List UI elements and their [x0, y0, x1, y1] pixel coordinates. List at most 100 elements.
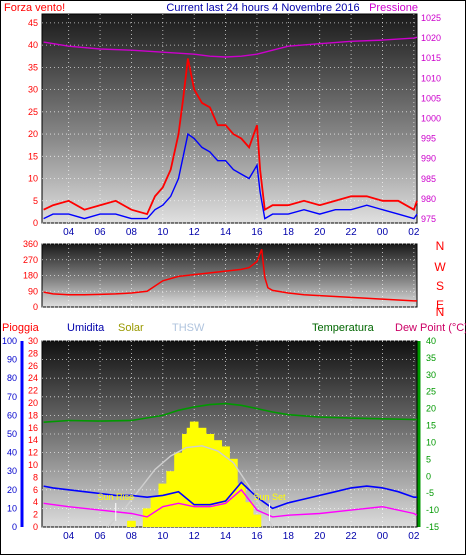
humidity-y-ticks: 0 10 20 30 40 50 60 70 80 90 100	[2, 336, 17, 532]
rain-y-tick: 24	[28, 373, 38, 383]
rain-y-tick: 0	[33, 522, 38, 532]
x-tick-label: 16	[251, 531, 263, 542]
pressure-y-tick: 1025	[421, 13, 441, 23]
x-tick-label: 12	[189, 227, 201, 238]
thsw-line	[107, 445, 274, 528]
humidity-y-tick: 40	[7, 448, 17, 458]
rain-y-tick: 14	[28, 435, 38, 445]
temperature-y-tick: 15	[426, 421, 436, 431]
direction-y-ticks: 0 90 180 270 360	[23, 239, 38, 312]
wind-direction-grid	[42, 243, 417, 308]
rain-y-tick: 30	[28, 336, 38, 346]
rain-y-tick: 6	[33, 485, 38, 495]
direction-y-tick: 0	[33, 302, 38, 312]
wind-y-tick: 5	[33, 196, 38, 206]
solar-bar	[158, 483, 168, 527]
wind-direction-line	[43, 249, 417, 302]
x-tick-label: 00	[377, 227, 389, 238]
wind-y-tick: 45	[28, 18, 38, 28]
x-tick-label: 20	[314, 227, 326, 238]
x-tick-label: 00	[377, 531, 389, 542]
humidity-y-tick: 20	[7, 485, 17, 495]
compass-label: S	[436, 279, 444, 293]
x-tick-label: 18	[283, 531, 295, 542]
rain-y-tick: 22	[28, 386, 38, 396]
x-tick-label: 08	[126, 531, 138, 542]
header-solar: Solar	[118, 322, 144, 334]
wind-pressure-series	[43, 36, 418, 220]
direction-y-tick: 270	[23, 255, 38, 265]
temperature-y-tick: 10	[426, 437, 436, 447]
solar-bar	[244, 502, 254, 527]
panel3-headers: Pioggia Umidita Solar THSW Temperatura D…	[2, 322, 466, 334]
compass-label: E	[436, 298, 444, 312]
rain-y-tick: 2	[33, 510, 38, 520]
x-tick-label: 10	[157, 227, 169, 238]
x-tick-label: 04	[63, 531, 75, 542]
solar-bar	[197, 427, 207, 527]
rain-y-tick: 18	[28, 410, 38, 420]
solar-bar	[127, 520, 136, 527]
humidity-y-tick: 70	[7, 392, 17, 402]
pressure-y-tick: 1000	[421, 114, 441, 124]
wind-axis-label: Forza vento!	[4, 2, 65, 14]
x-tick-label: 10	[157, 531, 169, 542]
compass-label: N	[436, 305, 445, 319]
humidity-y-tick: 0	[12, 522, 17, 532]
sun-annotation: Sun Set	[253, 492, 286, 502]
pressure-y-tick: 1010	[421, 73, 441, 83]
solar-bar	[182, 434, 191, 527]
wind-y-tick: 0	[33, 218, 38, 228]
solar-bar	[174, 452, 183, 527]
x-tick-label: 20	[314, 531, 326, 542]
rain-y-tick: 4	[33, 497, 38, 507]
x-tick-label: 02	[408, 227, 420, 238]
humidity-y-tick: 30	[7, 466, 17, 476]
humidity-y-tick: 10	[7, 503, 17, 513]
rain-y-tick: 10	[28, 460, 38, 470]
x-tick-label: 06	[94, 531, 106, 542]
x-tick-label: 18	[283, 227, 295, 238]
humidity-y-tick: 80	[7, 373, 17, 383]
humidity-y-tick: 50	[7, 429, 17, 439]
rain-y-tick: 12	[28, 448, 38, 458]
temperature-line	[43, 402, 417, 423]
rain-y-tick: 20	[28, 398, 38, 408]
header-dew-point: Dew Point (°C)	[395, 322, 466, 334]
pressure-y-tick: 980	[421, 194, 436, 204]
pressure-y-tick: 990	[421, 154, 436, 164]
header-thsw: THSW	[172, 322, 205, 334]
pressure-y-tick: 1015	[421, 53, 441, 63]
humidity-line	[43, 481, 417, 510]
x-tick-label: 14	[220, 531, 232, 542]
solar-bar	[252, 514, 262, 527]
wind-speed-line	[43, 132, 418, 220]
humidity-y-tick: 90	[7, 355, 17, 365]
humidity-y-tick: 100	[2, 336, 17, 346]
compass-label: W	[434, 260, 446, 274]
temperature-y-tick: 40	[426, 336, 436, 346]
sun-annotations: Sun Rise Sun Set	[97, 492, 286, 521]
chart-title: Current last 24 hours 4 Novembre 2016	[166, 2, 359, 14]
solar-bar	[236, 483, 246, 527]
temperature-y-tick: 35	[426, 353, 436, 363]
wind-x-ticks: 04 06 08 10 12 14 16 18 20 22 00 02	[63, 227, 420, 238]
x-tick-label: 08	[126, 227, 138, 238]
x-tick-label: 14	[220, 227, 232, 238]
x-tick-label: 04	[63, 227, 75, 238]
solar-bar	[166, 471, 175, 527]
wind-y-tick: 40	[28, 40, 38, 50]
temperature-y-ticks: -15 -10 -5 0 5 10 15 20 25 30 35 40	[426, 336, 439, 532]
header-temperatura: Temperatura	[312, 322, 375, 334]
wind-y-tick: 20	[28, 129, 38, 139]
x-tick-label: 06	[94, 227, 106, 238]
pressure-axis-label: Pressione	[369, 2, 418, 14]
x-tick-label: 12	[189, 531, 201, 542]
rain-y-tick: 8	[33, 472, 38, 482]
wind-y-tick: 10	[28, 174, 38, 184]
wind-y-tick: 35	[28, 62, 38, 72]
temperature-y-tick: 25	[426, 387, 436, 397]
